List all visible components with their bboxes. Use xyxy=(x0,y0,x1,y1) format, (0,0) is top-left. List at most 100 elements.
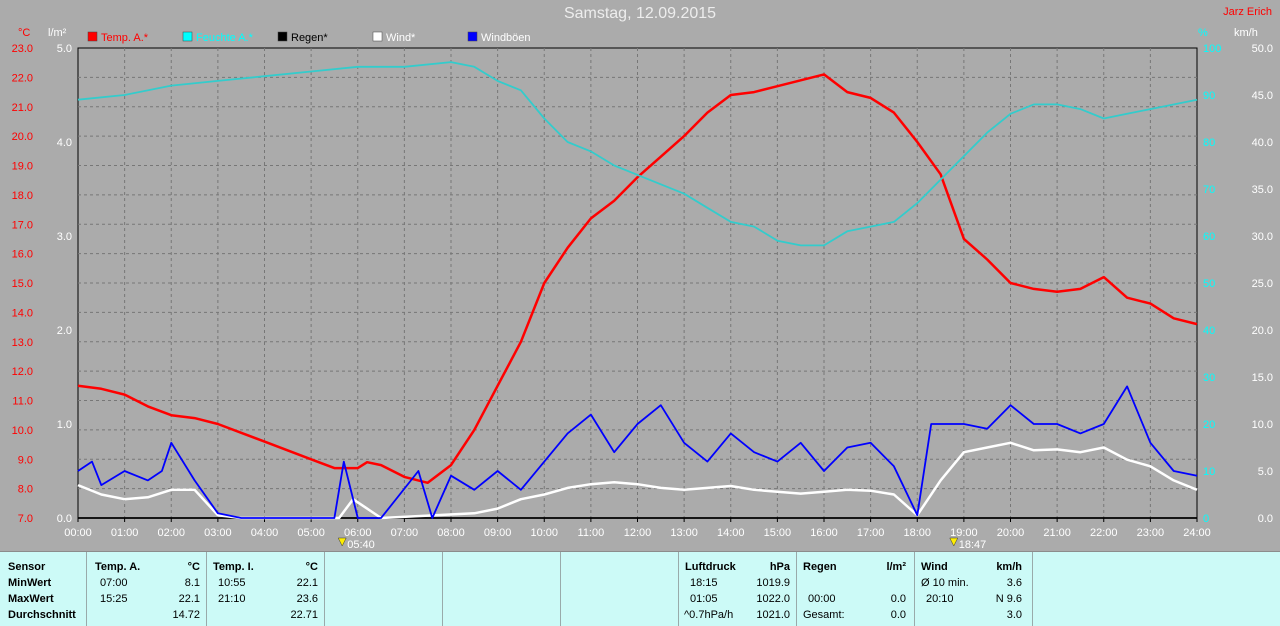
humidity-tick-5: 50 xyxy=(1203,278,1215,290)
temp-a-min-time: 07:00 xyxy=(100,577,128,589)
temp-a-header: Temp. A. xyxy=(95,561,141,573)
wind-tick-5: 25.0 xyxy=(1252,278,1273,290)
legend-swatch-4 xyxy=(467,31,478,42)
legend-swatch-0 xyxy=(87,31,98,42)
x-tick-label-11: 11:00 xyxy=(578,527,605,539)
legend-swatch-1 xyxy=(182,31,193,42)
pressure-unit: hPa xyxy=(769,561,790,573)
wind-avg10: 3.6 xyxy=(1006,577,1022,589)
pressure-max: 1022.0 xyxy=(756,593,790,605)
humidity-tick-9: 10 xyxy=(1203,466,1215,478)
pressure-max-time: 01:05 xyxy=(690,593,718,605)
rain-tick-2: 3.0 xyxy=(57,231,72,243)
wind-avg: 3.0 xyxy=(1006,609,1022,621)
x-tick-label-9: 09:00 xyxy=(484,527,512,539)
x-tick-label-2: 02:00 xyxy=(157,527,185,539)
x-tick-label-12: 12:00 xyxy=(624,527,652,539)
rain-tick-4: 1.0 xyxy=(57,419,72,431)
pressure-min-time: 18:15 xyxy=(690,577,718,589)
rain-header: Regen xyxy=(803,561,837,573)
humidity-tick-7: 30 xyxy=(1203,372,1215,384)
x-tick-label-1: 01:00 xyxy=(111,527,139,539)
weather-chart: 00:00 01:00 02:00 03:00 04:00 05:00 06:00 07:00… xyxy=(12,27,1273,551)
row-label-min: MinWert xyxy=(8,577,52,589)
x-tick-label-10: 10:00 xyxy=(530,527,558,539)
pressure-min: 1019.9 xyxy=(756,577,790,589)
humidity-tick-4: 60 xyxy=(1203,231,1215,243)
temp-tick-2: 21.0 xyxy=(12,102,33,114)
chart-title: Samstag, 12.09.2015 xyxy=(563,5,717,22)
temp-tick-7: 16.0 xyxy=(12,249,33,261)
temp-unit: °C xyxy=(18,27,30,39)
x-tick-label-15: 15:00 xyxy=(764,527,792,539)
temp-i-min-time: 10:55 xyxy=(218,577,246,589)
wind-unit: km/h xyxy=(996,561,1022,573)
sunrise-label: 05:40 xyxy=(347,539,375,551)
sunset-marker xyxy=(949,537,959,547)
pressure-header: Luftdruck xyxy=(685,561,736,573)
temp-tick-14: 9.0 xyxy=(18,454,33,466)
temp-tick-0: 23.0 xyxy=(12,43,33,55)
temp-tick-10: 13.0 xyxy=(12,337,33,349)
temp-tick-11: 12.0 xyxy=(12,366,33,378)
x-tick-label-22: 22:00 xyxy=(1090,527,1118,539)
x-tick-label-24: 24:00 xyxy=(1183,527,1211,539)
humidity-tick-8: 20 xyxy=(1203,419,1215,431)
row-label-max: MaxWert xyxy=(8,593,54,605)
rain-total: 0.0 xyxy=(890,609,906,621)
temp-tick-3: 20.0 xyxy=(12,131,33,143)
rain-tick-3: 2.0 xyxy=(57,325,72,337)
rain-unit: l/m² xyxy=(886,561,906,573)
legend-label-4: Windböen xyxy=(481,32,531,44)
x-tick-label-23: 23:00 xyxy=(1137,527,1165,539)
humidity-tick-10: 0 xyxy=(1203,513,1209,525)
wind-header: Wind xyxy=(921,561,948,573)
statistics-table: Sensor MinWert MaxWert Durchschnitt Temp… xyxy=(0,551,1280,626)
temp-tick-1: 22.0 xyxy=(12,72,33,84)
temp-tick-8: 15.0 xyxy=(12,278,33,290)
x-tick-label-4: 04:00 xyxy=(251,527,279,539)
x-tick-label-17: 17:00 xyxy=(857,527,885,539)
x-tick-label-3: 03:00 xyxy=(204,527,232,539)
legend-label-2: Regen* xyxy=(291,32,328,44)
legend-swatch-2 xyxy=(277,31,288,42)
wind-max-time: 20:10 xyxy=(926,593,954,605)
x-tick-label-5: 05:00 xyxy=(297,527,325,539)
rain-total-label: Gesamt: xyxy=(803,609,845,621)
rain-max: 0.0 xyxy=(890,593,906,605)
humidity-tick-2: 80 xyxy=(1203,137,1215,149)
temp-a-max-time: 15:25 xyxy=(100,593,128,605)
temp-tick-12: 11.0 xyxy=(12,396,33,408)
humidity-tick-3: 70 xyxy=(1203,184,1215,196)
x-tick-label-14: 14:00 xyxy=(717,527,745,539)
temp-a-avg: 14.72 xyxy=(172,609,200,621)
temp-tick-13: 10.0 xyxy=(12,425,33,437)
wind-tick-8: 10.0 xyxy=(1252,419,1273,431)
wind-avg-label: Ø 10 min. xyxy=(921,577,969,589)
temp-a-max: 22.1 xyxy=(178,593,200,605)
temp-tick-16: 7.0 xyxy=(18,513,33,525)
temp-tick-6: 17.0 xyxy=(12,219,33,231)
wind-tick-2: 40.0 xyxy=(1252,137,1273,149)
series-4 xyxy=(77,385,1198,519)
series-1 xyxy=(77,61,1198,247)
temp-i-max-time: 21:10 xyxy=(218,593,246,605)
x-tick-label-8: 08:00 xyxy=(437,527,465,539)
temp-i-header: Temp. I. xyxy=(213,561,254,573)
wind-tick-1: 45.0 xyxy=(1252,90,1273,102)
sunrise-marker xyxy=(337,537,347,547)
temp-i-max: 23.6 xyxy=(296,593,318,605)
rain-time: 00:00 xyxy=(808,593,836,605)
x-tick-label-6: 06:00 xyxy=(344,527,372,539)
series-0 xyxy=(77,73,1198,485)
x-tick-label-18: 18:00 xyxy=(903,527,931,539)
wind-tick-10: 0.0 xyxy=(1258,513,1273,525)
temp-tick-5: 18.0 xyxy=(12,190,33,202)
wind-max: N 9.6 xyxy=(995,593,1022,605)
x-tick-label-13: 13:00 xyxy=(670,527,698,539)
humidity-tick-0: 100 xyxy=(1203,43,1221,55)
temp-a-unit: °C xyxy=(187,561,200,573)
x-tick-label-21: 21:00 xyxy=(1043,527,1071,539)
legend-label-0: Temp. A.* xyxy=(101,32,149,44)
temp-tick-4: 19.0 xyxy=(12,161,33,173)
